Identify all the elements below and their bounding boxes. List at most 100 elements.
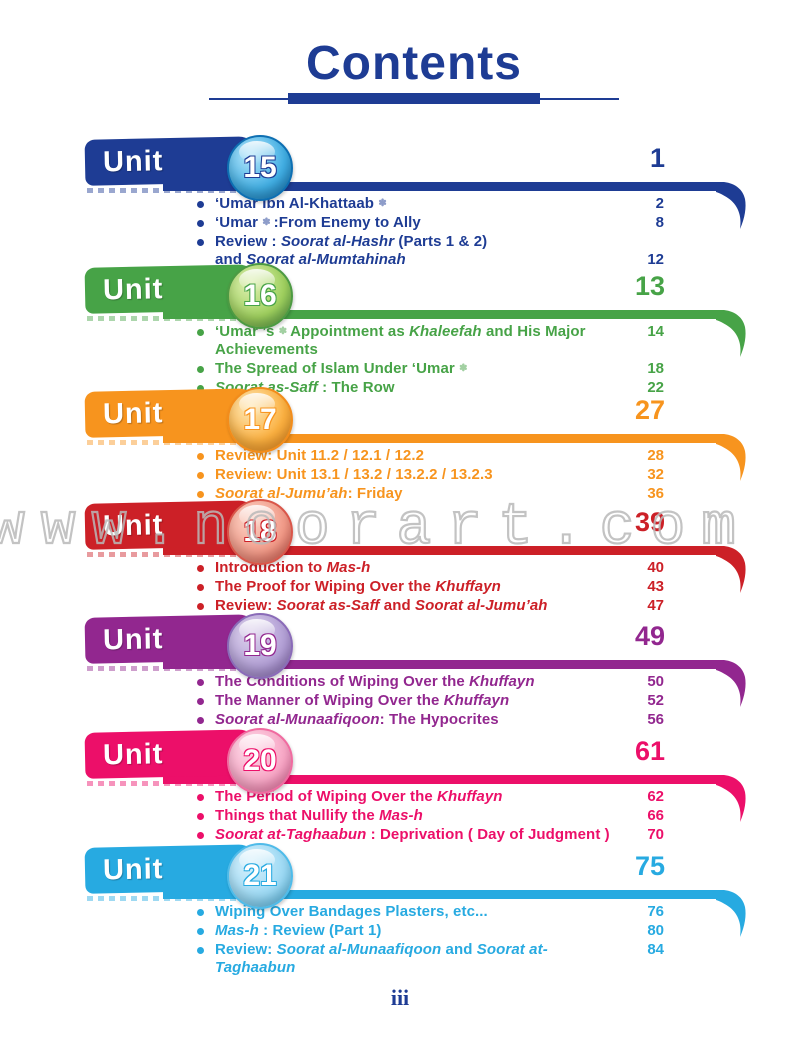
banner-bar <box>163 182 718 191</box>
toc-item-page: 36 <box>647 485 664 502</box>
bullet-icon <box>197 329 204 336</box>
unit-items: Wiping Over Bandages Plasters, etc... 76 M… <box>85 903 742 978</box>
toc-item-page: 14 <box>647 323 664 340</box>
toc-item: Introduction to Mas-h 40 <box>197 559 664 577</box>
unit-items: The Period of Wiping Over the Khuffayn 62… <box>85 788 742 845</box>
page-title: Contents <box>306 37 522 90</box>
unit-items: Review: Unit 11.2 / 12.1 / 12.2 28 Review:… <box>85 447 742 504</box>
unit-number: 20 <box>243 744 277 777</box>
honorific-icon: ✽ <box>278 326 291 337</box>
honorific-icon: ✽ <box>262 217 274 228</box>
unit-section-20: Unit 20 61 The Period of Wiping Over the Kh… <box>84 728 746 843</box>
toc-item-page: 32 <box>647 466 664 483</box>
honorific-icon: ✽ <box>459 363 468 374</box>
unit-items: ‘Umar ’s ✽ Appointment as Khaleefah and … <box>85 323 742 398</box>
toc-item-label: Review: Unit 13.1 / 13.2 / 13.2.2 / 13.2… <box>215 466 493 483</box>
banner-bar <box>163 890 718 899</box>
bullet-icon <box>197 947 204 954</box>
banner-hook <box>716 182 746 229</box>
toc-item: Wiping Over Bandages Plasters, etc... 76 <box>197 903 664 921</box>
toc-item-page: 52 <box>647 692 664 709</box>
unit-number-circle: 19 <box>227 613 293 679</box>
unit-items: ‘Umar Ibn Al-Khattaab ✽ 2 ‘Umar ✽ :From En… <box>85 195 742 270</box>
unit-banner: Unit 16 13 <box>84 263 746 357</box>
bullet-icon <box>197 201 204 208</box>
toc-item-label: Wiping Over Bandages Plasters, etc... <box>215 903 488 920</box>
bullet-icon <box>197 603 204 610</box>
toc-item-label: Review: Unit 11.2 / 12.1 / 12.2 <box>215 447 425 464</box>
toc-item: The Proof for Wiping Over the Khuffayn 43 <box>197 578 664 596</box>
unit-number: 17 <box>243 403 277 436</box>
toc-item-label: The Spread of Islam Under ‘Umar ✽ <box>215 360 468 377</box>
toc-item-label: Review: Soorat al-Munaafiqoon and Soorat… <box>215 941 548 976</box>
unit-page-number: 13 <box>634 271 665 301</box>
toc-item-label: Introduction to Mas-h <box>215 559 371 576</box>
unit-number-circle: 21 <box>227 843 293 909</box>
unit-banner: Unit 19 49 <box>84 613 746 707</box>
unit-page-number: 75 <box>634 851 665 881</box>
toc-item-page: 22 <box>647 379 664 396</box>
toc-item-label: Review : Soorat al-Hashr (Parts 1 & 2) an… <box>215 233 488 268</box>
toc-item: The Manner of Wiping Over the Khuffayn 52 <box>197 692 664 710</box>
bullet-icon <box>197 491 204 498</box>
unit-section-21: Unit 21 75 Wiping Over Bandages Plasters, e… <box>84 843 746 976</box>
unit-page-number: 1 <box>649 143 665 173</box>
unit-number: 21 <box>243 859 277 892</box>
bullet-icon <box>197 813 204 820</box>
toc-item-label: Things that Nullify the Mas-h <box>215 807 423 824</box>
unit-number: 16 <box>243 279 277 312</box>
toc-item: Things that Nullify the Mas-h 66 <box>197 807 664 825</box>
toc-item-page: 50 <box>647 673 664 690</box>
toc-item: Review: Soorat as-Saff and Soorat al-Jum… <box>197 597 664 615</box>
unit-banner: Unit 21 75 <box>84 843 746 937</box>
unit-items: The Conditions of Wiping Over the Khuffa… <box>85 673 742 730</box>
toc-item: The Spread of Islam Under ‘Umar ✽ 18 <box>197 360 664 378</box>
bullet-icon <box>197 239 204 246</box>
banner-hook <box>716 660 746 707</box>
unit-number-circle: 18 <box>227 499 293 565</box>
footer-page-number: iii <box>390 985 410 1010</box>
toc-item-label: The Conditions of Wiping Over the Khuffa… <box>215 673 535 690</box>
toc-item-label: The Manner of Wiping Over the Khuffayn <box>215 692 510 709</box>
title-underline-thick <box>288 92 540 104</box>
toc-item-label: The Period of Wiping Over the Khuffayn <box>215 788 503 805</box>
banner-bar <box>163 546 718 555</box>
unit-section-17: Unit 17 27 Review: Unit 11.2 / 12.1 / 12.2 2… <box>84 387 746 502</box>
banner-bar <box>163 775 718 784</box>
toc-item: Soorat at-Taghaabun : Deprivation ( Day … <box>197 826 664 844</box>
banner-bar <box>163 660 718 669</box>
unit-number-circle: 17 <box>227 387 293 453</box>
unit-number: 18 <box>243 515 277 548</box>
bullet-icon <box>197 717 204 724</box>
bullet-icon <box>197 366 204 373</box>
toc-item-page: 28 <box>647 447 664 464</box>
toc-item-page: 47 <box>647 597 664 614</box>
banner-hook <box>716 310 746 357</box>
banner-bar <box>163 434 718 443</box>
unit-page-number: 27 <box>634 395 665 425</box>
toc-item: Review: Unit 13.1 / 13.2 / 13.2.2 / 13.2… <box>197 466 664 484</box>
banner-hook <box>716 775 746 822</box>
honorific-icon: ✽ <box>378 198 387 209</box>
toc-item: ‘Umar ✽ :From Enemy to Ally 8 <box>197 214 664 232</box>
unit-section-16: Unit 16 13 ‘Umar ’s ✽ Appointment as Khalee… <box>84 263 746 396</box>
toc-item: Review : Soorat al-Hashr (Parts 1 & 2) an… <box>197 233 664 269</box>
toc-item: Review: Soorat al-Munaafiqoon and Soorat… <box>197 941 664 977</box>
unit-banner: Unit 17 27 <box>84 387 746 481</box>
bullet-icon <box>197 584 204 591</box>
toc-item-page: 2 <box>655 195 664 212</box>
bullet-icon <box>197 565 204 572</box>
title-underline <box>209 92 619 105</box>
toc-item-label: Mas-h : Review (Part 1) <box>215 922 382 939</box>
bullet-icon <box>197 928 204 935</box>
toc-item: Mas-h : Review (Part 1) 80 <box>197 922 664 940</box>
toc-item: Soorat al-Jumu’ah: Friday 36 <box>197 485 664 503</box>
unit-section-19: Unit 19 49 The Conditions of Wiping Over th… <box>84 613 746 728</box>
bullet-icon <box>197 698 204 705</box>
toc-item-label: The Proof for Wiping Over the Khuffayn <box>215 578 501 595</box>
toc-item-page: 8 <box>655 214 664 231</box>
banner-hook <box>716 546 746 593</box>
toc-item-page: 84 <box>647 941 664 958</box>
toc-item-label: Soorat al-Munaafiqoon: The Hypocrites <box>215 711 499 728</box>
toc-item: ‘Umar ’s ✽ Appointment as Khaleefah and … <box>197 323 664 359</box>
